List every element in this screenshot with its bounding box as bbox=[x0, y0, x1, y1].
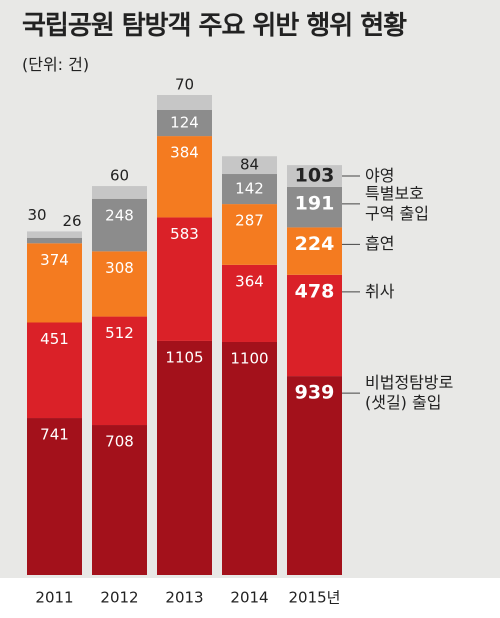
data-label: 60 bbox=[110, 167, 129, 185]
bar-segment bbox=[222, 264, 277, 342]
data-label: 287 bbox=[235, 212, 264, 230]
bar-segment bbox=[287, 274, 342, 377]
data-label: 248 bbox=[105, 206, 134, 224]
x-tick-label: 2014 bbox=[230, 589, 268, 607]
chart-title: 국립공원 탐방객 주요 위반 행위 현황 bbox=[22, 11, 407, 41]
bar-segment bbox=[287, 227, 342, 275]
bar-segment bbox=[92, 251, 147, 317]
data-label: 741 bbox=[40, 426, 69, 444]
bar-segment bbox=[222, 174, 277, 205]
data-label: 224 bbox=[295, 233, 335, 255]
bar-segment bbox=[27, 237, 82, 244]
bar-segment bbox=[92, 316, 147, 426]
bar-segment bbox=[157, 340, 212, 575]
bar-segment bbox=[157, 95, 212, 110]
data-label: 308 bbox=[105, 259, 134, 277]
data-label: 1105 bbox=[165, 348, 203, 366]
data-label: 103 bbox=[295, 165, 335, 187]
x-tick-label: 2012 bbox=[100, 589, 138, 607]
data-label: 364 bbox=[235, 272, 264, 290]
x-tick-label: 2013 bbox=[165, 589, 203, 607]
bar-segment bbox=[157, 136, 212, 218]
bar-segment bbox=[287, 165, 342, 187]
data-label: 512 bbox=[105, 324, 134, 342]
unit: (단위: 건) bbox=[22, 55, 90, 74]
data-label: 70 bbox=[175, 76, 194, 94]
bar-segment bbox=[92, 186, 147, 199]
bar-segment bbox=[92, 198, 147, 252]
data-label: 583 bbox=[170, 225, 199, 243]
bar-segment bbox=[222, 341, 277, 575]
bar-segment bbox=[287, 376, 342, 575]
data-label: 26 bbox=[62, 212, 81, 230]
title-block: 국립공원 탐방객 주요 위반 행위 현황 (단위: 건) bbox=[22, 8, 422, 83]
data-label: 451 bbox=[40, 330, 69, 348]
data-label: 191 bbox=[295, 192, 335, 214]
bar-segment bbox=[27, 243, 82, 323]
data-label: 939 bbox=[295, 382, 335, 404]
x-tick-label: 2015년 bbox=[289, 589, 341, 607]
data-label: 1100 bbox=[230, 349, 268, 367]
bar-segment bbox=[27, 418, 82, 575]
bar-segment bbox=[222, 156, 277, 175]
data-label: 84 bbox=[240, 156, 259, 174]
data-label: 384 bbox=[170, 144, 199, 162]
data-label: 478 bbox=[295, 280, 335, 302]
data-label: 708 bbox=[105, 433, 134, 451]
data-label: 30 bbox=[27, 206, 46, 224]
x-tick-label: 2011 bbox=[35, 589, 73, 607]
bar-segment bbox=[27, 322, 82, 419]
bar-segment bbox=[92, 425, 147, 575]
legend-label: 흡연 bbox=[365, 234, 395, 254]
data-label: 374 bbox=[40, 251, 69, 269]
bar-segment bbox=[157, 217, 212, 341]
legend-label: 비법정탐방로 (샛길) 출입 bbox=[365, 373, 454, 413]
bar-segment bbox=[157, 109, 212, 137]
bar-segment bbox=[222, 204, 277, 265]
data-label: 142 bbox=[235, 180, 264, 198]
legend-label: 야영 bbox=[365, 166, 395, 186]
bar-segment bbox=[27, 231, 82, 238]
legend-label: 특별보호 구역 출입 bbox=[365, 183, 429, 223]
data-label: 124 bbox=[170, 113, 199, 131]
bar-segment bbox=[287, 186, 342, 228]
legend-label: 취사 bbox=[365, 281, 395, 301]
